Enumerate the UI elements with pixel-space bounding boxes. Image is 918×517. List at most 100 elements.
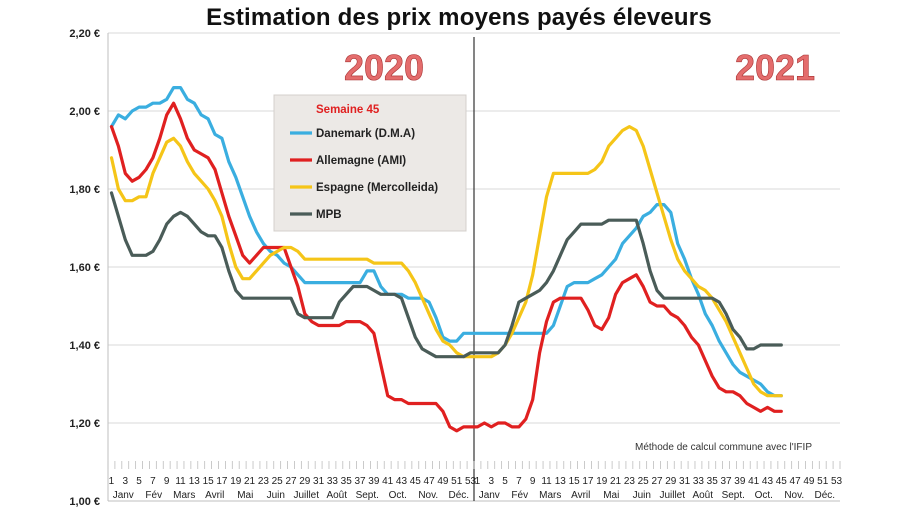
series-line-mpb — [109, 191, 783, 359]
legend-label: Danemark (D.M.A) — [316, 128, 415, 140]
y-tick-label: 1,20 € — [69, 418, 100, 430]
x-month-label-2021: Août — [692, 490, 713, 501]
x-week-label-2020: 37 — [354, 476, 366, 487]
x-month-label-2020: Sept. — [356, 490, 379, 501]
x-month-label-2021: Fév — [511, 490, 528, 501]
x-week-label-2021: 33 — [693, 476, 705, 487]
x-week-label-2020: 3 — [122, 476, 128, 487]
x-week-label-2021: 45 — [776, 476, 788, 487]
x-week-label-2021: 37 — [720, 476, 732, 487]
x-week-label-2021: 17 — [582, 476, 594, 487]
x-month-label-2021: Mars — [539, 490, 561, 501]
x-week-label-2020: 39 — [368, 476, 380, 487]
x-month-label-2020: Juillet — [293, 490, 319, 501]
legend-label: Allemagne (AMI) — [316, 155, 406, 167]
x-week-label-2020: 13 — [189, 476, 201, 487]
x-week-label-2021: 25 — [638, 476, 650, 487]
x-week-label-2020: 53 — [465, 476, 477, 487]
x-week-label-2021: 21 — [610, 476, 622, 487]
x-month-label-2021: Mai — [603, 490, 619, 501]
legend-label: Espagne (Mercolleida) — [316, 182, 438, 194]
x-week-label-2021: 27 — [651, 476, 663, 487]
x-week-label-2021: 39 — [734, 476, 746, 487]
legend-label: MPB — [316, 209, 342, 221]
x-week-label-2021: 31 — [679, 476, 691, 487]
x-month-label-2020: Mars — [173, 490, 195, 501]
x-week-label-2020: 27 — [285, 476, 297, 487]
x-month-label-2021: Juillet — [659, 490, 685, 501]
x-month-label-2020: Juin — [267, 490, 285, 501]
x-week-label-2020: 19 — [230, 476, 242, 487]
x-week-label-2020: 1 — [109, 476, 115, 487]
x-week-label-2021: 13 — [555, 476, 567, 487]
x-week-label-2020: 17 — [216, 476, 228, 487]
x-month-label-2020: Janv — [113, 490, 134, 501]
series-line-espagne-mercolleida — [109, 124, 783, 398]
x-month-label-2020: Avril — [205, 490, 224, 501]
year-label-2020: 2020 — [344, 47, 424, 88]
x-week-label-2021: 35 — [707, 476, 719, 487]
x-month-label-2021: Janv — [479, 490, 500, 501]
x-week-label-2020: 11 — [175, 476, 186, 487]
x-week-label-2021: 3 — [488, 476, 494, 487]
x-month-label-2021: Sept. — [722, 490, 745, 501]
x-week-label-2021: 15 — [569, 476, 581, 487]
x-month-label-2021: Nov. — [784, 490, 804, 501]
x-week-label-2020: 29 — [299, 476, 311, 487]
x-week-label-2021: 11 — [541, 476, 552, 487]
x-week-label-2021: 7 — [516, 476, 522, 487]
y-tick-label: 2,00 € — [69, 106, 100, 118]
x-week-label-2021: 43 — [762, 476, 774, 487]
x-week-label-2020: 49 — [437, 476, 449, 487]
year-label-2021: 2021 — [735, 47, 815, 88]
x-week-label-2021: 1 — [475, 476, 481, 487]
x-week-label-2021: 29 — [665, 476, 677, 487]
x-week-label-2021: 19 — [596, 476, 608, 487]
x-week-label-2021: 23 — [624, 476, 636, 487]
x-month-label-2020: Mai — [237, 490, 253, 501]
x-month-label-2021: Déc. — [814, 490, 835, 501]
x-month-label-2020: Août — [326, 490, 347, 501]
legend-box — [273, 94, 467, 232]
x-week-label-2020: 43 — [396, 476, 408, 487]
y-tick-label: 1,00 € — [69, 496, 100, 508]
x-month-label-2021: Juin — [633, 490, 651, 501]
x-week-label-2020: 9 — [164, 476, 170, 487]
x-week-label-2021: 9 — [530, 476, 536, 487]
x-month-label-2020: Fév — [145, 490, 162, 501]
series-line-allemagne-ami — [109, 101, 783, 433]
chart-title: Estimation des prix moyens payés éleveur… — [206, 4, 712, 31]
footnote: Méthode de calcul commune avec l'IFIP — [635, 442, 812, 453]
legend-title: Semaine 45 — [316, 104, 380, 116]
x-month-label-2020: Oct. — [389, 490, 407, 501]
x-week-label-2020: 7 — [150, 476, 156, 487]
x-week-label-2020: 51 — [451, 476, 463, 487]
x-month-label-2020: Déc. — [448, 490, 469, 501]
x-month-label-2021: Oct. — [755, 490, 773, 501]
x-week-label-2020: 41 — [382, 476, 394, 487]
x-week-label-2020: 45 — [410, 476, 422, 487]
x-week-label-2020: 31 — [313, 476, 325, 487]
x-week-label-2021: 51 — [817, 476, 829, 487]
x-week-label-2021: 49 — [803, 476, 815, 487]
x-month-label-2020: Nov. — [418, 490, 438, 501]
x-week-label-2021: 5 — [502, 476, 508, 487]
x-week-label-2021: 53 — [831, 476, 843, 487]
x-week-label-2020: 23 — [258, 476, 270, 487]
y-tick-label: 1,60 € — [69, 262, 100, 274]
x-week-label-2020: 5 — [136, 476, 142, 487]
x-week-label-2020: 33 — [327, 476, 339, 487]
y-tick-label: 2,20 € — [69, 28, 100, 40]
x-month-label-2021: Avril — [571, 490, 590, 501]
x-week-label-2021: 47 — [790, 476, 802, 487]
y-tick-label: 1,40 € — [69, 340, 100, 352]
x-week-label-2020: 47 — [424, 476, 436, 487]
x-week-label-2020: 21 — [244, 476, 256, 487]
series-line-danemark-d-m-a — [109, 85, 783, 398]
x-week-label-2020: 15 — [203, 476, 215, 487]
legend: Semaine 45 Danemark (D.M.A) Allemagne (AMI… — [273, 94, 467, 232]
x-week-label-2021: 41 — [748, 476, 760, 487]
x-week-label-2020: 25 — [272, 476, 284, 487]
